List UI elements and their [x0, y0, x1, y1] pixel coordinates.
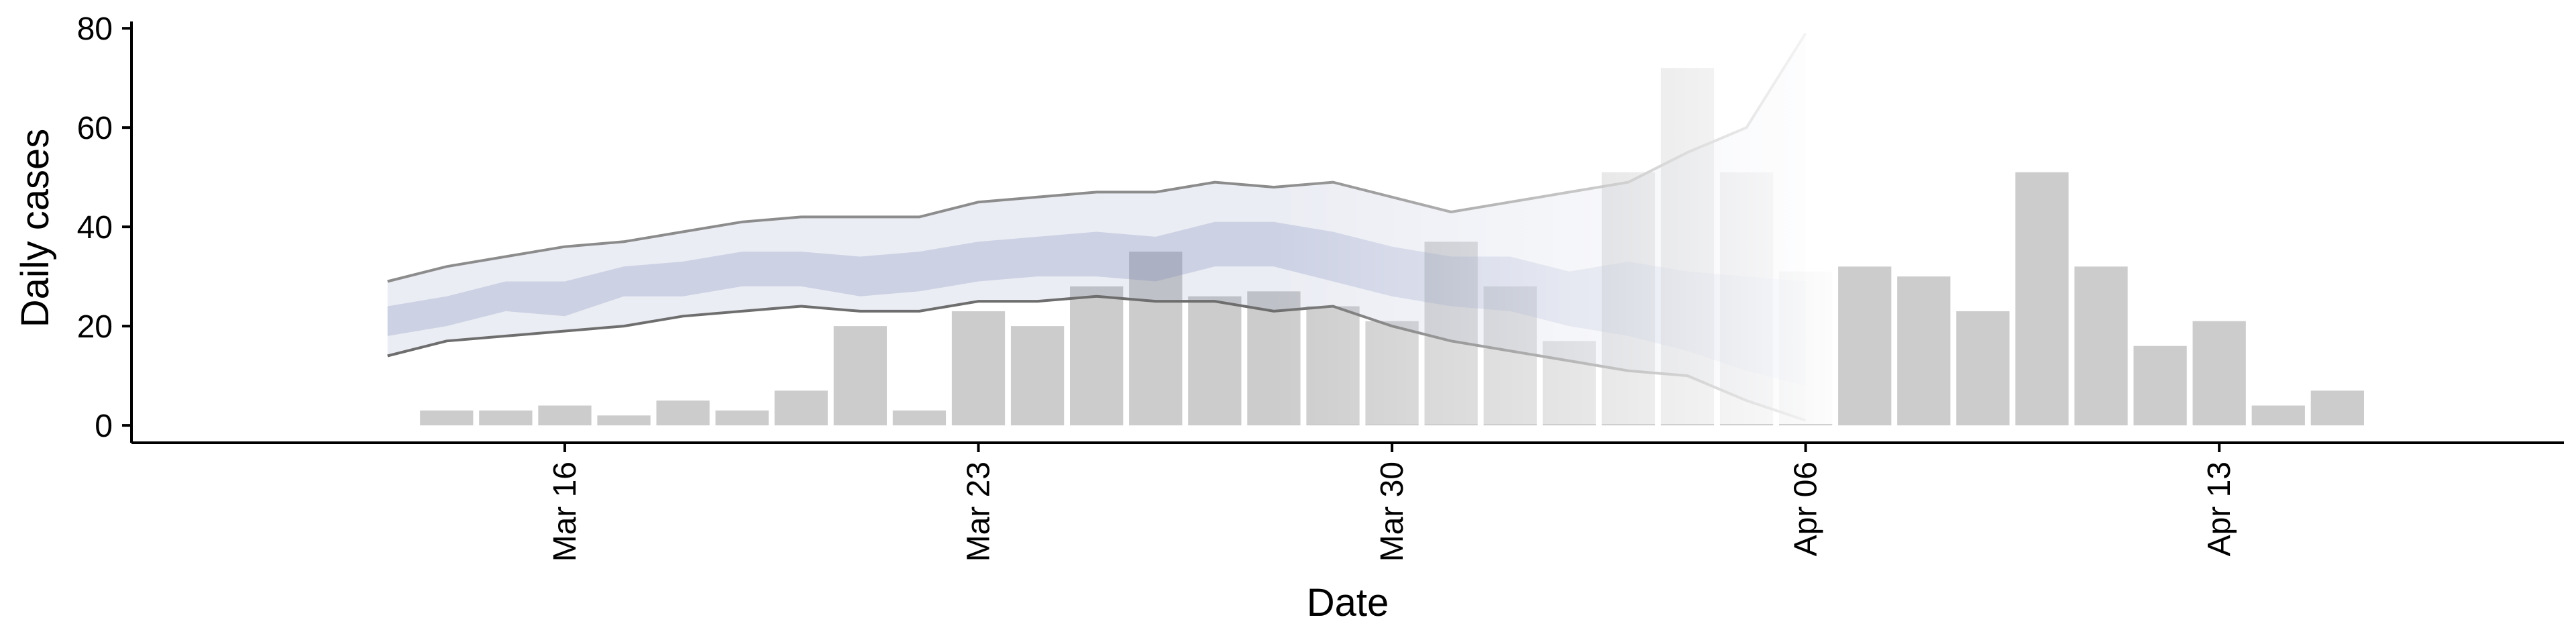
y-tick-label: 80 [77, 11, 113, 47]
bar [2074, 266, 2128, 426]
bar [1897, 276, 1951, 426]
bar [1188, 296, 1242, 426]
y-tick-label: 40 [77, 210, 113, 246]
bar [2192, 321, 2246, 426]
x-tick-label: Apr 06 [1788, 462, 1824, 556]
bar [656, 400, 710, 426]
axes [130, 21, 2564, 444]
bar [597, 415, 651, 426]
bar [951, 311, 1006, 426]
bar [2310, 390, 2364, 426]
bar [420, 410, 474, 426]
x-tick-label: Mar 16 [547, 462, 583, 561]
bar [479, 410, 533, 426]
x-tick-label: Mar 30 [1375, 462, 1410, 561]
bar [892, 410, 947, 426]
x-tick-label: Apr 13 [2202, 462, 2237, 556]
bar [1956, 311, 2010, 426]
bar [2133, 345, 2187, 426]
x-ticks: Mar 16 Mar 23 Mar 30 Apr 06 Apr 13 [547, 443, 2237, 561]
bar [774, 390, 828, 426]
y-tick-label: 60 [77, 111, 113, 146]
x-tick-label: Mar 23 [961, 462, 996, 561]
x-axis-title: Date [1307, 581, 1389, 625]
bar [538, 405, 592, 426]
bar [1838, 266, 1892, 426]
y-tick-label: 20 [77, 309, 113, 345]
bar [1070, 286, 1124, 426]
y-ticks: 0 20 40 60 80 [77, 11, 131, 444]
band-fade-overlay [1273, 13, 1835, 425]
bar [1129, 252, 1183, 426]
bar [2251, 405, 2305, 426]
bar [2015, 172, 2069, 426]
bar [1010, 326, 1065, 426]
bar [833, 326, 887, 426]
y-tick-label: 0 [95, 409, 113, 444]
y-axis-title: Daily cases [13, 129, 57, 328]
bar [715, 410, 769, 426]
